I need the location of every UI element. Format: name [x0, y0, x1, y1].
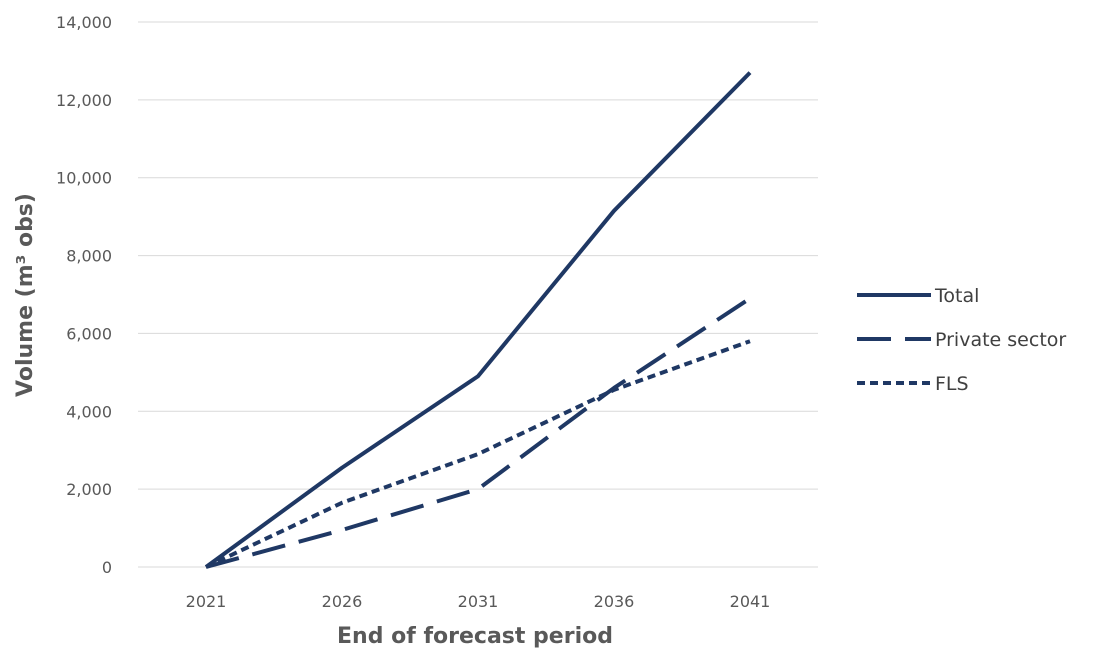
y-tick-label: 0 [102, 558, 112, 577]
series-line-total [204, 71, 752, 569]
x-tick-label: 2026 [322, 592, 363, 611]
x-tick-label: 2036 [594, 592, 635, 611]
legend-label: Total [934, 285, 979, 307]
x-tick-label: 2031 [458, 592, 499, 611]
y-tick-label: 14,000 [56, 13, 112, 32]
x-tick-label: 2021 [186, 592, 227, 611]
x-tick-label: 2041 [730, 592, 771, 611]
x-axis-title: End of forecast period [337, 624, 613, 649]
legend-label: Private sector [935, 329, 1066, 351]
legend-label: FLS [935, 373, 969, 395]
gridlines [138, 21, 818, 568]
series-line-private-sector [205, 296, 752, 569]
y-axis-title: Volume (m³ obs) [13, 193, 38, 397]
y-tick-label: 4,000 [66, 402, 112, 421]
series-lines [204, 71, 752, 569]
y-axis-ticks: 0 2,000 4,000 6,000 8,000 10,000 12,000 14,000 [56, 13, 112, 577]
x-axis-ticks: 2021 2026 2031 2036 2041 [186, 592, 771, 611]
y-tick-label: 8,000 [66, 247, 112, 266]
y-tick-label: 12,000 [56, 91, 112, 110]
y-tick-label: 2,000 [66, 480, 112, 499]
y-tick-label: 10,000 [56, 169, 112, 188]
y-tick-label: 6,000 [66, 324, 112, 343]
legend: Total Private sector FLS [857, 285, 1066, 395]
